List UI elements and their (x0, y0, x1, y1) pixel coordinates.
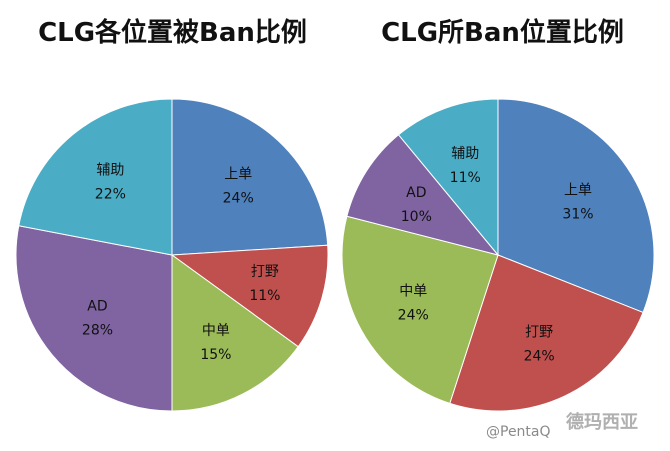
pie-0-label-2: 中单 (202, 323, 230, 339)
pie-0-slice-1 (170, 244, 329, 348)
pie-1-label-4: 辅助 (451, 146, 479, 162)
chart-title-right: CLG所Ban位置比例 (381, 18, 624, 48)
pie-0-slice-2 (171, 254, 299, 412)
pie-0-value-3: 28% (82, 323, 113, 339)
pie-0-value-2: 15% (200, 347, 231, 363)
pie-1-value-0: 31% (562, 207, 593, 223)
pie-1-slice-0 (497, 98, 655, 314)
pie-0-slice-0 (171, 98, 329, 256)
pie-0-label-3: AD (87, 299, 107, 315)
pie-0-slice-4 (18, 98, 173, 256)
pie-1-value-2: 24% (398, 308, 429, 324)
pie-1-slice-1 (449, 254, 644, 412)
pie-1-label-3: AD (406, 185, 426, 201)
pie-1-label-2: 中单 (399, 284, 427, 300)
pie-0-label-0: 上单 (224, 166, 252, 182)
pie-0-label-4: 辅助 (96, 162, 124, 178)
pie-0-label-1: 打野 (251, 263, 279, 280)
pie-0-value-4: 22% (95, 186, 126, 202)
pie-1-slice-4 (397, 98, 499, 257)
pie-1-value-1: 24% (524, 349, 555, 365)
pie-1-slice-3 (346, 134, 500, 256)
pie-0-value-1: 11% (249, 288, 280, 304)
pie-1-slice-2 (341, 215, 499, 404)
watermark-text: @PentaQ (486, 424, 551, 440)
site-logo: 德玛西亚 (566, 412, 638, 433)
pie-1-label-0: 上单 (564, 183, 592, 199)
pie-0-value-0: 24% (223, 190, 254, 206)
pie-1-value-3: 10% (401, 209, 432, 225)
pie-1-value-4: 11% (450, 170, 481, 186)
pie-1-label-1: 打野 (525, 324, 553, 341)
chart-title-left: CLG各位置被Ban比例 (38, 18, 307, 48)
pie-0-slice-3 (15, 225, 173, 412)
